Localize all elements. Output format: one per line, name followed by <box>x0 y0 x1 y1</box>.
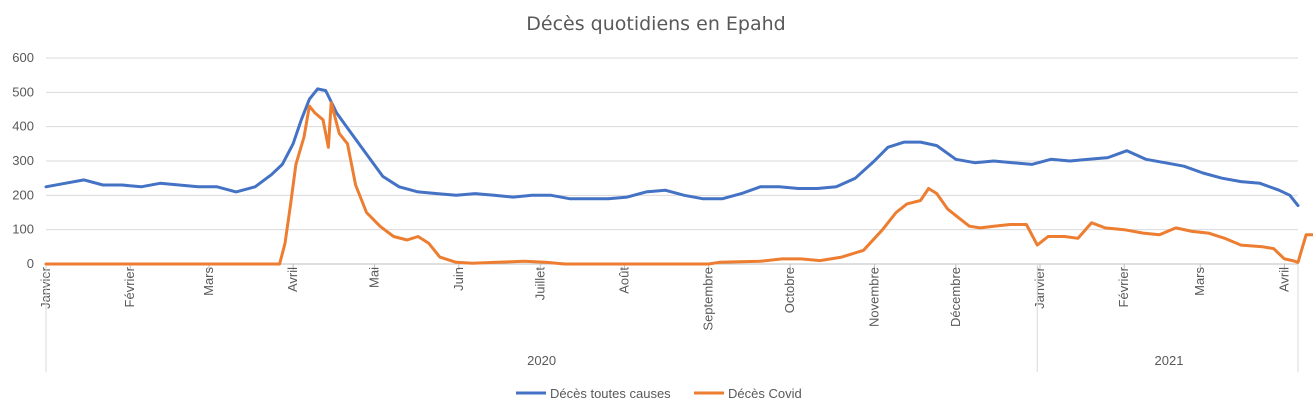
series-line <box>44 87 1300 208</box>
legend-label: Décès Covid <box>728 386 802 401</box>
x-month-label: Novembre <box>866 267 881 327</box>
x-month-label: Août <box>616 267 631 294</box>
x-month-label: Avril <box>1276 267 1291 292</box>
y-tick-label: 200 <box>12 187 34 202</box>
x-month-label: Janvier <box>1032 266 1047 309</box>
x-month-label: Février <box>1116 266 1131 307</box>
x-month-label: Avril <box>285 267 300 292</box>
x-month-label: Juillet <box>532 267 547 301</box>
y-tick-label: 100 <box>12 222 34 237</box>
chart-title: Décès quotidiens en Epahd <box>526 13 785 35</box>
y-tick-label: 600 <box>12 50 34 65</box>
x-month-label: Décembre <box>948 267 963 327</box>
y-tick-label: 0 <box>27 256 34 271</box>
x-month-label: Octobre <box>782 267 797 313</box>
y-tick-label: 300 <box>12 153 34 168</box>
x-month-label: Mai <box>367 267 382 288</box>
series-line <box>44 101 1313 266</box>
x-month-label: Septembre <box>701 267 716 331</box>
x-month-label: Juin <box>451 267 466 291</box>
x-year-label: 2021 <box>1155 353 1184 368</box>
x-month-label: Février <box>122 266 137 307</box>
x-month-label: Mars <box>1192 267 1207 296</box>
x-month-label: Mars <box>201 267 216 296</box>
legend-label: Décès toutes causes <box>550 386 671 401</box>
gridlines <box>46 57 1298 265</box>
y-axis-ticks: 0 100 200 300 400 500 600 <box>12 50 34 271</box>
x-axis: Janvier Février Mars Avril Mai Juin Juillet Aoû… <box>38 264 1299 372</box>
y-tick-label: 500 <box>12 84 34 99</box>
legend: Décès toutes causes Décès Covid <box>516 386 802 401</box>
y-tick-label: 400 <box>12 119 34 134</box>
x-year-label: 2020 <box>527 353 556 368</box>
series-lines <box>44 87 1313 266</box>
